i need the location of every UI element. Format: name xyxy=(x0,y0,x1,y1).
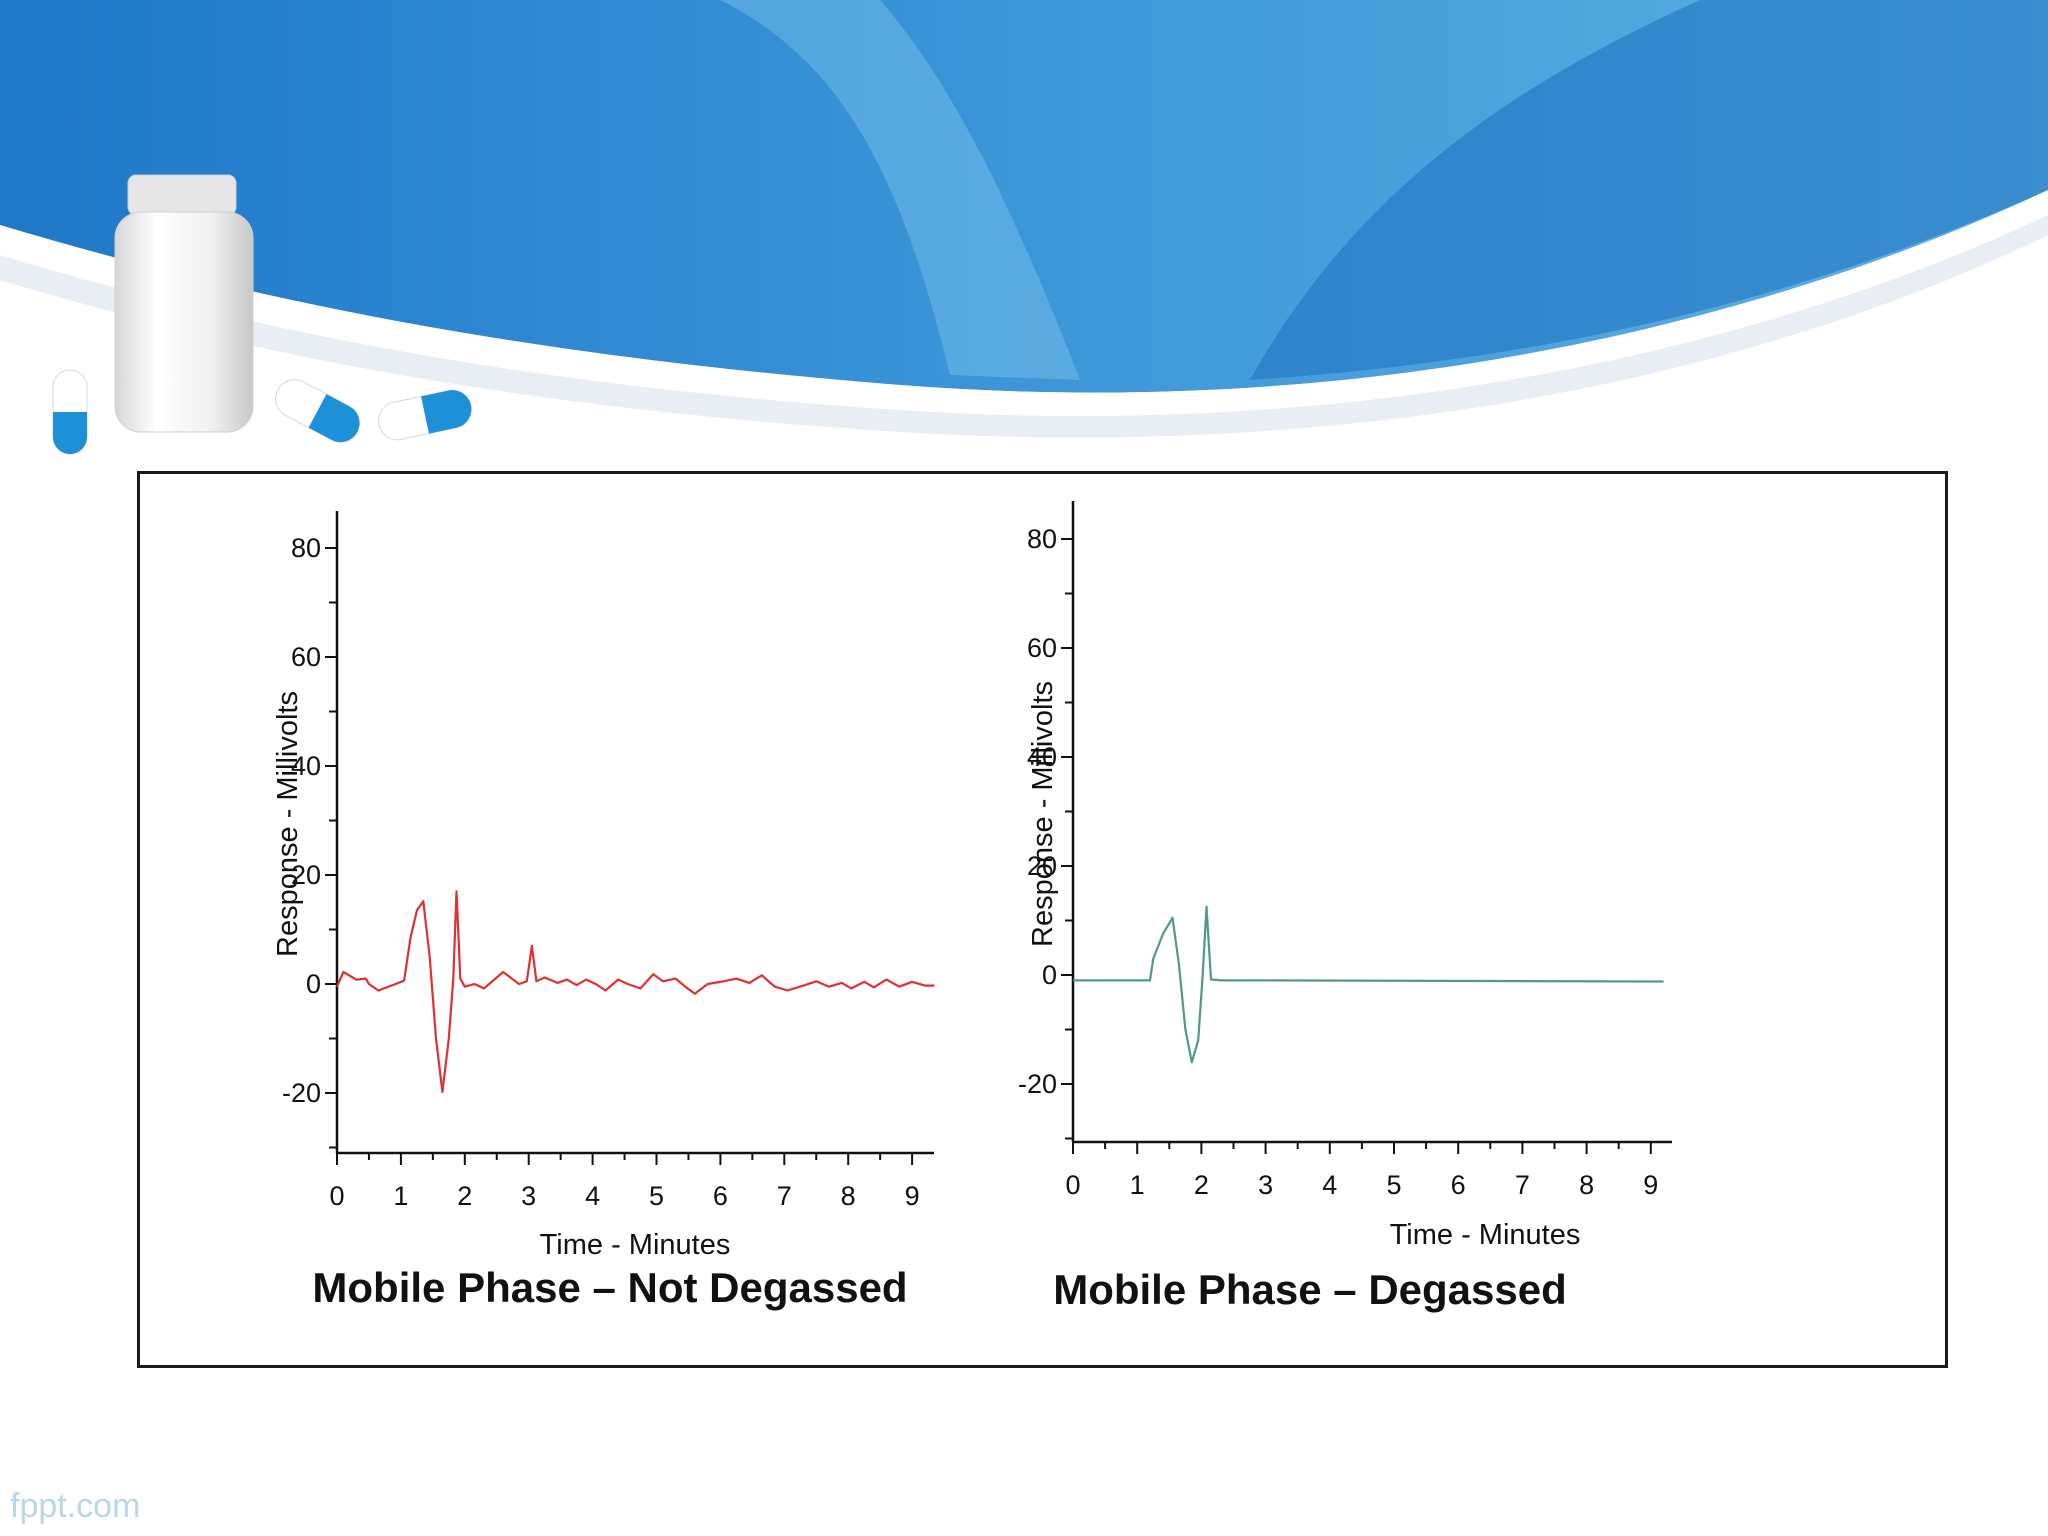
y-tick-label: 0 xyxy=(1042,960,1057,990)
y-tick-label: 20 xyxy=(1027,851,1057,881)
x-tick-label: 1 xyxy=(1130,1170,1145,1200)
pill-bottle-icon xyxy=(114,174,254,433)
x-tick-label: 9 xyxy=(1643,1170,1658,1200)
capsule-icon xyxy=(275,379,360,443)
x-tick-label: 3 xyxy=(1258,1170,1273,1200)
header-banner xyxy=(0,0,2048,455)
y-axis-label: Response - Millivolts xyxy=(272,691,304,957)
x-tick-label: 4 xyxy=(1322,1170,1337,1200)
y-tick-label: 60 xyxy=(1027,633,1057,663)
x-tick-label: 7 xyxy=(777,1181,792,1211)
x-tick-label: 2 xyxy=(457,1181,472,1211)
x-tick-label: 8 xyxy=(1579,1170,1594,1200)
x-axis-label: Time - Minutes xyxy=(1390,1219,1581,1251)
x-tick-label: 6 xyxy=(713,1181,728,1211)
y-tick-label: 20 xyxy=(291,860,321,890)
watermark-text: fppt.com xyxy=(10,1487,141,1525)
x-tick-label: 7 xyxy=(1515,1170,1530,1200)
x-tick-label: 5 xyxy=(1386,1170,1401,1200)
y-tick-label: 40 xyxy=(291,751,321,781)
x-tick-label: 0 xyxy=(329,1181,344,1211)
x-tick-label: 8 xyxy=(841,1181,856,1211)
y-axis-label: Response - Millivolts xyxy=(1027,681,1059,947)
x-tick-label: 6 xyxy=(1451,1170,1466,1200)
x-tick-label: 5 xyxy=(649,1181,664,1211)
capsule-icon xyxy=(52,369,88,455)
chart-degassed: -20 0 20 40 60 80 0 1 2 3 4 5 6 7 8 9 Time - Minutes Resp… xyxy=(1018,501,1672,1313)
x-tick-label: 2 xyxy=(1194,1170,1209,1200)
y-tick-label: -20 xyxy=(282,1078,321,1108)
series-line xyxy=(1073,905,1664,1064)
chart-frame: -20 0 20 40 60 80 0 1 2 3 4 5 6 7 8 9 Time - Minutes Resp… xyxy=(137,471,1948,1368)
capsule-icon xyxy=(378,389,472,441)
x-tick-label: 1 xyxy=(393,1181,408,1211)
y-tick-label: 80 xyxy=(1027,524,1057,554)
y-tick-label: 80 xyxy=(291,533,321,563)
y-tick-label: -20 xyxy=(1018,1069,1057,1099)
chart-caption: Mobile Phase – Not Degassed xyxy=(312,1264,907,1311)
x-axis-label: Time - Minutes xyxy=(540,1229,731,1261)
y-tick-label: 40 xyxy=(1027,742,1057,772)
chart-caption: Mobile Phase – Degassed xyxy=(1053,1266,1567,1313)
x-tick-label: 3 xyxy=(521,1181,536,1211)
y-tick-label: 0 xyxy=(306,969,321,999)
x-tick-label: 0 xyxy=(1065,1170,1080,1200)
chart-not-degassed: -20 0 20 40 60 80 0 1 2 3 4 5 6 7 8 9 Time - Minutes Resp… xyxy=(272,511,935,1311)
y-tick-label: 60 xyxy=(291,642,321,672)
series-line xyxy=(335,890,935,1093)
x-tick-label: 9 xyxy=(905,1181,920,1211)
x-tick-label: 4 xyxy=(585,1181,600,1211)
